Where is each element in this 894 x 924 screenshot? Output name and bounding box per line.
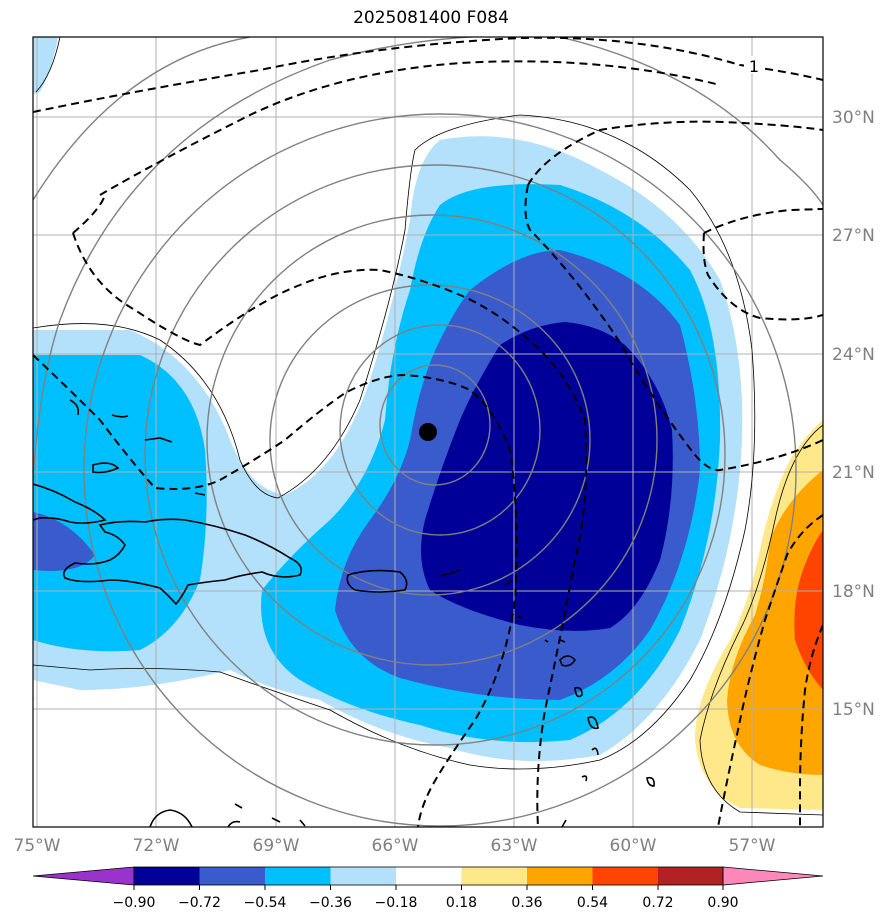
- colorbar-segment-3: [265, 867, 331, 885]
- colorbar-label-2: −0.72: [178, 895, 221, 911]
- lon-label-63w: 63°W: [491, 836, 538, 856]
- filled-contours: [33, 37, 823, 810]
- colorbar-segment-8: [592, 867, 658, 885]
- colorbar-segment-9: [658, 867, 724, 885]
- colorbar-segment-2: [199, 867, 265, 885]
- coast-south-america: [149, 809, 193, 827]
- gray-contour-ring-4: [269, 284, 591, 596]
- coast-hispaniola: [62, 518, 303, 606]
- gray-contour-ring-6: [379, 364, 491, 486]
- coast-bahamas-3: [144, 437, 173, 443]
- lon-label-75w: 75°W: [14, 836, 61, 856]
- lat-label-27n: 27°N: [832, 226, 875, 246]
- colorbar-label-9: 0.72: [642, 895, 673, 911]
- lat-label-24n: 24°N: [832, 345, 875, 365]
- fill-level-neg072-main: [421, 322, 673, 631]
- coast-jamaica: [92, 462, 120, 474]
- colorbar-label-5: −0.18: [375, 895, 418, 911]
- gray-contour-ring-1: [83, 113, 797, 827]
- lat-axis-labels: 30°N 27°N 24°N 21°N 18°N 15°N: [832, 108, 875, 720]
- colorbar-segment-7: [527, 867, 593, 885]
- lat-label-30n: 30°N: [832, 108, 875, 128]
- coast-islands-south: [234, 803, 306, 827]
- colorbar-label-4: −0.36: [309, 895, 352, 911]
- colorbar-label-10: 0.90: [707, 895, 738, 911]
- colorbar-segment-6: [461, 867, 527, 885]
- lat-label-15n: 15°N: [832, 700, 875, 720]
- lon-axis-labels: 75°W 72°W 69°W 66°W 63°W 60°W 57°W: [14, 836, 776, 856]
- coast-islands-lesser-5: [587, 716, 599, 730]
- fill-level-pos036: [727, 470, 823, 775]
- coast-islands-lesser-7: [581, 775, 588, 782]
- lon-label-66w: 66°W: [372, 836, 419, 856]
- colorbar-extend-high: [722, 866, 824, 886]
- colorbar: −0.90 −0.72 −0.54 −0.36 −0.18 0.18 0.36 …: [32, 866, 824, 911]
- storm-center-marker: [419, 423, 437, 441]
- gray-contour-ring-3: [206, 214, 658, 666]
- zero-contour: [33, 37, 823, 816]
- coast-puerto-rico: [346, 569, 408, 593]
- colorbar-labels: −0.90 −0.72 −0.54 −0.36 −0.18 0.18 0.36 …: [113, 895, 739, 911]
- colorbar-extend-low: [32, 866, 135, 886]
- coastlines: [33, 399, 655, 827]
- colorbar-segment-4: [330, 867, 396, 885]
- lon-label-57w: 57°W: [729, 836, 776, 856]
- lat-label-18n: 18°N: [832, 582, 875, 602]
- contour-label-bg: [744, 56, 762, 74]
- colorbar-segment-5: [396, 867, 462, 885]
- dashed-contours: [33, 37, 823, 827]
- colorbar-label-3: −0.54: [244, 895, 287, 911]
- coast-islands-lesser-8: [646, 776, 655, 787]
- fill-patch-topleft: [33, 37, 58, 94]
- colorbar-label-7: 0.36: [511, 895, 542, 911]
- coast-islands-lesser-3: [559, 655, 576, 667]
- colorbar-label-1: −0.90: [113, 895, 156, 911]
- map-area: 1: [33, 37, 823, 827]
- plot-title: 2025081400 F084: [353, 8, 509, 28]
- fill-level-pos054: [794, 530, 823, 690]
- gray-contours: [33, 37, 823, 827]
- lon-label-69w: 69°W: [253, 836, 300, 856]
- colorbar-label-8: 0.54: [577, 895, 608, 911]
- fill-level-neg036: [33, 355, 207, 652]
- map-frame: [32, 36, 824, 828]
- colorbar-label-6: 0.18: [446, 895, 477, 911]
- gray-contour-outer: [33, 37, 823, 700]
- coast-islands-lesser-2: [504, 579, 513, 586]
- lon-label-60w: 60°W: [610, 836, 657, 856]
- coast-islands-lesser-4: [574, 686, 583, 698]
- coast-islands-lesser-1: [439, 569, 461, 577]
- gray-contour-ring-5: [339, 324, 541, 536]
- fill-level-neg054-left: [33, 512, 95, 571]
- coast-islands-misc: [517, 615, 567, 827]
- coast-cuba: [33, 483, 107, 524]
- coast-bahamas-1: [69, 399, 80, 416]
- gray-contour-ring-2: [144, 164, 726, 746]
- coast-turks: [194, 492, 206, 496]
- colorbar-segment-1: [134, 867, 200, 885]
- lon-label-72w: 72°W: [133, 836, 180, 856]
- colorbar-frame: [133, 866, 724, 886]
- contour-label: 1: [749, 57, 759, 76]
- colorbar-ticks: [133, 885, 724, 890]
- coast-islands-lesser-6: [591, 747, 599, 756]
- coast-bahamas-2: [111, 414, 129, 418]
- lat-label-21n: 21°N: [832, 463, 875, 483]
- coast-south-america-2: [227, 820, 241, 827]
